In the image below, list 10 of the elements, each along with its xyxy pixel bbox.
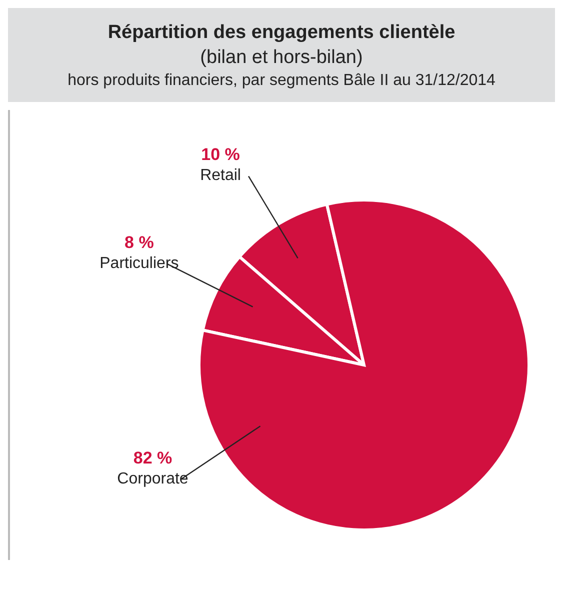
slice-label: Particuliers <box>100 254 179 272</box>
data-label: 10 % <box>201 145 240 164</box>
data-label: 82 % <box>133 448 172 468</box>
slice-label: Corporate <box>117 470 188 488</box>
chart-subtitle: (bilan et hors-bilan) <box>199 47 364 69</box>
text: hors produits financiers, par segments Bâle II au 31/12/2014 <box>66 72 496 90</box>
pie-slice <box>198 198 530 532</box>
data-label: 8 % <box>124 232 154 252</box>
slice-label: Retail <box>200 167 241 184</box>
chart-title: Répartition des engagements clientèle <box>106 22 456 44</box>
